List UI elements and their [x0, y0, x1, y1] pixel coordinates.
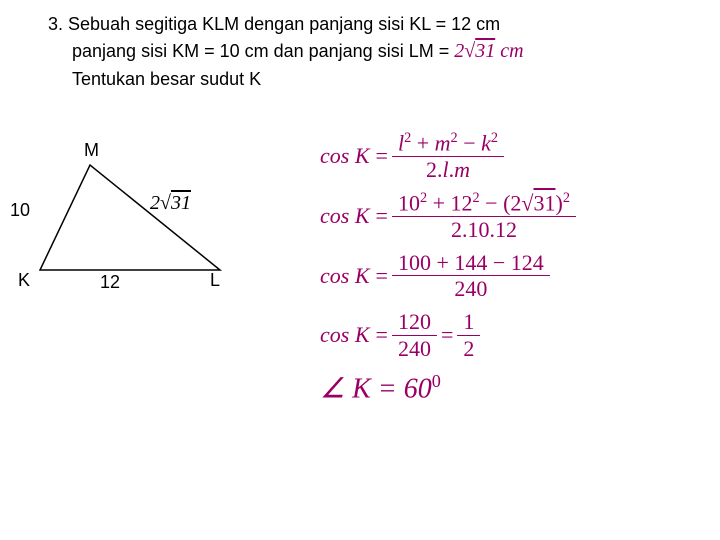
problem-line2-text: panjang sisi KM = 10 cm dan panjang sisi… [72, 41, 449, 61]
problem-line1-text: Sebuah segitiga KLM dengan panjang sisi … [68, 14, 500, 34]
frac-3-den: 240 [448, 276, 493, 301]
vertex-k-label: K [18, 270, 30, 291]
cos-k-2: cos K [320, 203, 370, 229]
formula-4: cos K = 120 240 = 1 2 [320, 309, 580, 361]
frac-4b: 1 2 [457, 309, 480, 361]
lm-value-inline: 2√31 cm [454, 40, 523, 62]
triangle-shape [40, 165, 220, 270]
triangle-diagram: M K L 10 12 2√31 [10, 140, 270, 310]
problem-text: 3. Sebuah segitiga KLM dengan panjang si… [48, 12, 524, 92]
frac-1-den: 2.l.m [420, 157, 476, 182]
cos-k-1: cos K [320, 143, 370, 169]
formula-3: cos K = 100 + 144 − 124 240 [320, 250, 580, 302]
frac-2-den: 2.10.12 [445, 217, 523, 242]
eq-2: = [376, 203, 388, 229]
problem-line1: 3. Sebuah segitiga KLM dengan panjang si… [48, 12, 524, 37]
formula-column: cos K = l2 + m2 − k2 2.l.m cos K = 102 +… [320, 130, 580, 405]
frac-2: 102 + 122 − (2√31)2 2.10.12 [392, 190, 576, 242]
vertex-m-label: M [84, 140, 99, 161]
side-km-label: 10 [10, 200, 30, 221]
frac-4a: 120 240 [392, 309, 437, 361]
frac-1: l2 + m2 − k2 2.l.m [392, 130, 504, 182]
frac-2-num: 102 + 122 − (2√31)2 [392, 190, 576, 217]
eq-1: = [376, 143, 388, 169]
triangle-svg [10, 140, 270, 310]
frac-3: 100 + 144 − 124 240 [392, 250, 550, 302]
eq-3: = [376, 263, 388, 289]
frac-4b-num: 1 [457, 309, 480, 335]
frac-4a-den: 240 [392, 336, 437, 361]
eq-4a: = [376, 322, 388, 348]
frac-4b-den: 2 [457, 336, 480, 361]
problem-line3: Tentukan besar sudut K [72, 67, 524, 92]
cos-k-3: cos K [320, 263, 370, 289]
eq-4b: = [441, 322, 453, 348]
problem-line2: panjang sisi KM = 10 cm dan panjang sisi… [72, 37, 524, 65]
frac-3-num: 100 + 144 − 124 [392, 250, 550, 276]
frac-1-num: l2 + m2 − k2 [392, 130, 504, 157]
formula-1: cos K = l2 + m2 − k2 2.l.m [320, 130, 580, 182]
cos-k-4: cos K [320, 322, 370, 348]
problem-number: 3. [48, 14, 63, 34]
frac-4a-num: 120 [392, 309, 437, 335]
angle-result: ∠ K = 600 [320, 371, 580, 405]
vertex-l-label: L [210, 270, 220, 291]
side-kl-label: 12 [100, 272, 120, 293]
side-lm-label: 2√31 [150, 192, 191, 215]
formula-2: cos K = 102 + 122 − (2√31)2 2.10.12 [320, 190, 580, 242]
